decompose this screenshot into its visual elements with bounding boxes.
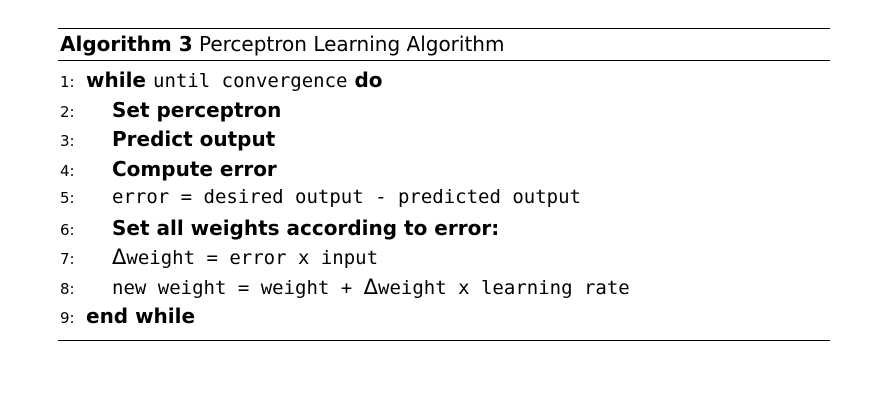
algorithm-line-9: 9: end while xyxy=(58,304,830,334)
algorithm-block: Algorithm 3 Perceptron Learning Algorith… xyxy=(58,28,830,341)
caption-rule xyxy=(58,60,830,61)
line-number: 5: xyxy=(60,189,75,207)
algorithm-label: Algorithm 3 xyxy=(60,32,193,56)
delta-symbol: Δ xyxy=(112,245,127,269)
line-number: 3: xyxy=(60,132,75,150)
algorithm-line-1: 1: while until convergence do xyxy=(58,68,830,98)
algorithm-lines: 1: while until convergence do 2: Set perce… xyxy=(58,61,830,340)
delta-symbol: Δ xyxy=(363,274,379,299)
line-number: 6: xyxy=(60,220,75,239)
line-number: 4: xyxy=(60,161,75,180)
loop-condition: until convergence xyxy=(153,70,348,92)
algorithm-line-4: 4: Compute error xyxy=(58,157,830,187)
line-number: 8: xyxy=(60,279,75,298)
algorithm-line-3: 3: Predict output xyxy=(58,127,830,157)
code-text: weight = error x input xyxy=(126,247,379,269)
keyword-while: while xyxy=(86,68,146,92)
line-number: 9: xyxy=(60,309,75,327)
code-text: new weight = weight + xyxy=(112,276,364,299)
algorithm-title: Perceptron Learning Algorithm xyxy=(199,32,505,56)
step-text: Set all weights according to error: xyxy=(112,215,500,240)
algorithm-line-2: 2: Set perceptron xyxy=(58,98,830,128)
top-rule xyxy=(58,28,830,29)
code-text: weight x learning rate xyxy=(378,276,630,299)
line-number: 1: xyxy=(60,73,75,91)
keyword-end-while: end while xyxy=(86,304,196,328)
step-text: Set perceptron xyxy=(112,97,282,122)
code-text: error = desired output - predicted outpu… xyxy=(112,186,581,208)
algorithm-line-6: 6: Set all weights according to error: xyxy=(58,216,830,246)
algorithm-caption: Algorithm 3 Perceptron Learning Algorith… xyxy=(58,29,830,60)
step-text: Compute error xyxy=(112,156,277,181)
bottom-rule xyxy=(58,339,830,341)
algorithm-line-5: 5: error = desired output - predicted ou… xyxy=(58,186,830,216)
line-number: 7: xyxy=(60,250,75,268)
keyword-do: do xyxy=(354,68,383,92)
step-text: Predict output xyxy=(112,127,276,151)
line-number: 2: xyxy=(60,102,75,121)
